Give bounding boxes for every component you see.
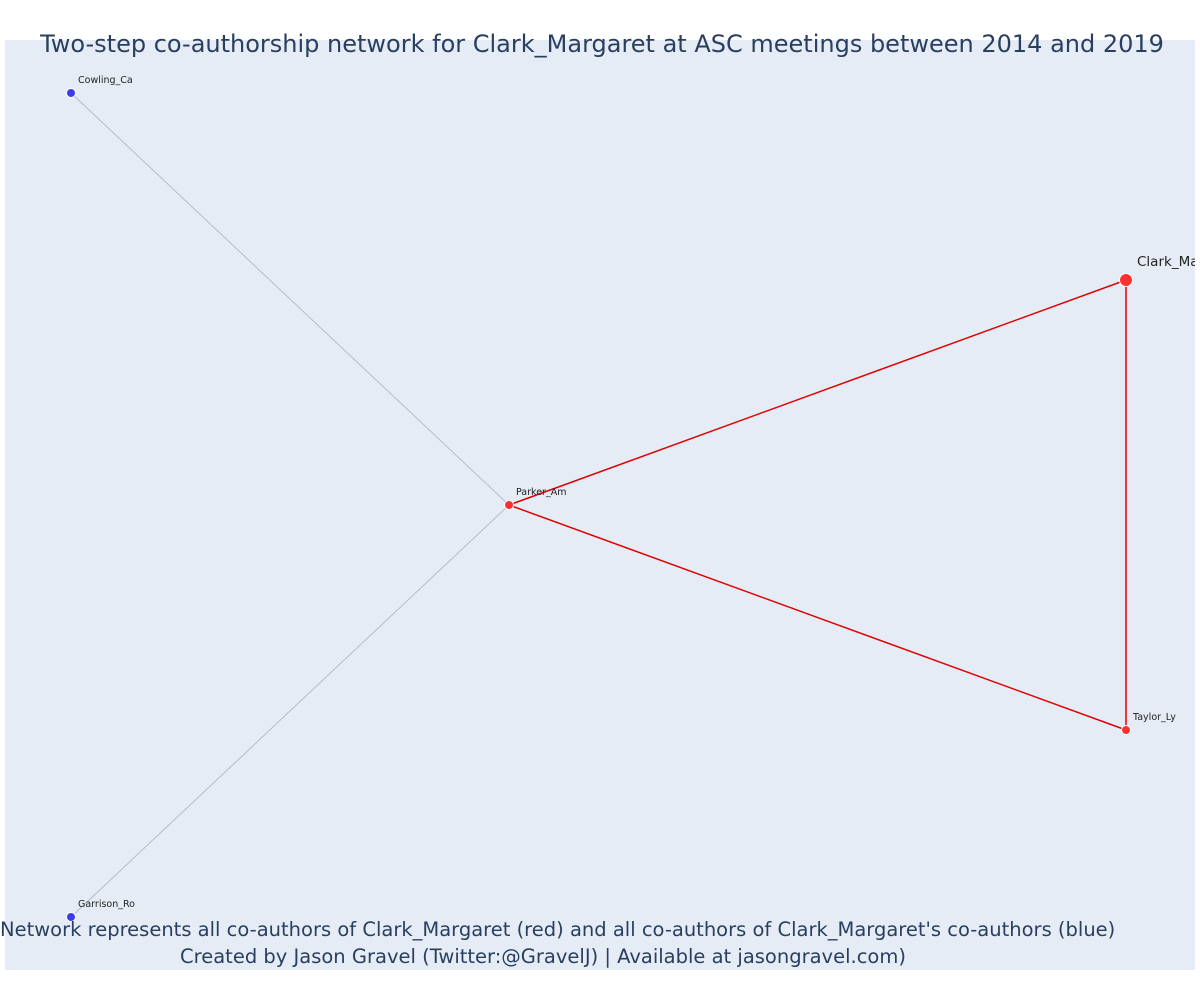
caption-description: Network represents all co-authors of Cla… xyxy=(0,918,1116,941)
node-clark_margaret[interactable] xyxy=(1119,273,1133,287)
edge-cowling_ca-parker_am xyxy=(70,92,510,506)
node-label-taylor_ly: Taylor_Ly xyxy=(1132,712,1176,723)
node-label-parker_am: Parker_Am xyxy=(516,487,566,498)
node-label-garrison_ro: Garrison_Ro xyxy=(78,899,135,910)
labels-layer: Cowling_Ca Clark_Ma Parker_Am Taylor_Ly Garr… xyxy=(78,75,1195,910)
network-graph: Cowling_Ca Clark_Ma Parker_Am Taylor_Ly Garr… xyxy=(66,75,1195,922)
node-label-clark_margaret: Clark_Ma xyxy=(1137,254,1195,270)
edge-parker_am-clark_margaret xyxy=(508,279,1127,506)
edge-parker_am-taylor_ly xyxy=(508,504,1127,731)
node-label-cowling_ca: Cowling_Ca xyxy=(78,75,133,86)
node-cowling_ca[interactable] xyxy=(66,88,76,98)
plot-area: Cowling_Ca Clark_Ma Parker_Am Taylor_Ly Garr… xyxy=(5,40,1195,970)
edge-garrison_ro-parker_am xyxy=(70,504,510,918)
chart-title: Two-step co-authorship network for Clark… xyxy=(40,30,1164,58)
node-garrison_ro[interactable] xyxy=(66,912,76,922)
node-taylor_ly[interactable] xyxy=(1121,725,1131,735)
caption-credit: Created by Jason Gravel (Twitter:@Gravel… xyxy=(180,945,906,968)
node-parker_am[interactable] xyxy=(504,500,514,510)
nodes-layer xyxy=(66,88,1133,922)
edges-layer xyxy=(70,92,1127,918)
